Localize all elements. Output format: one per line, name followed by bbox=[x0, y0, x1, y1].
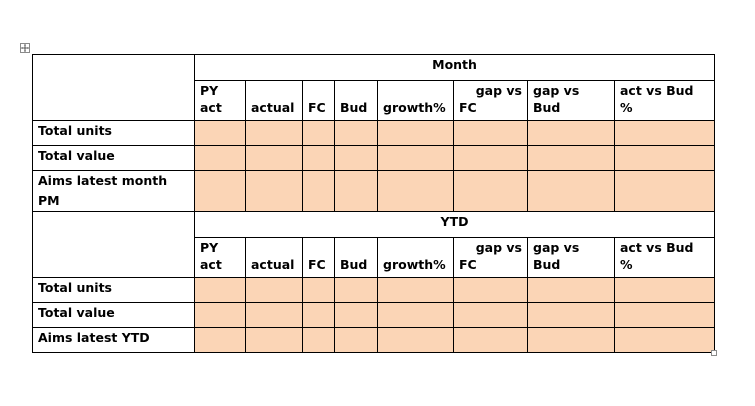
ytd-col-header-fc: FC bbox=[302, 237, 335, 278]
table-cell[interactable] bbox=[377, 302, 454, 328]
table-cell[interactable] bbox=[302, 277, 335, 303]
table-cell[interactable] bbox=[334, 120, 378, 146]
table-cell[interactable] bbox=[194, 120, 246, 146]
table-cell[interactable] bbox=[453, 170, 528, 212]
table-cell[interactable] bbox=[194, 145, 246, 171]
table-cell[interactable] bbox=[613, 120, 716, 146]
table-cell[interactable] bbox=[302, 170, 335, 212]
table-cell[interactable] bbox=[334, 327, 378, 353]
table-cell[interactable] bbox=[245, 170, 303, 212]
table-cell[interactable] bbox=[334, 170, 378, 212]
ytd-col-header-bud: Bud bbox=[334, 237, 378, 278]
month-col-header-gap-vs-fc: gap vs FC bbox=[453, 80, 528, 121]
month-col-header-growth: growth% bbox=[377, 80, 454, 121]
month-col-header-gap-vs-bud: gap vs Bud bbox=[527, 80, 615, 121]
table-cell[interactable] bbox=[613, 170, 716, 212]
table-cell[interactable] bbox=[302, 327, 335, 353]
ytd-row-label: Total value bbox=[32, 302, 195, 328]
month-col-header-actual: actual bbox=[245, 80, 303, 121]
table-cell[interactable] bbox=[527, 302, 615, 328]
table-cell[interactable] bbox=[453, 302, 528, 328]
table-cell[interactable] bbox=[453, 327, 528, 353]
table-cell[interactable] bbox=[453, 145, 528, 171]
ytd-row-label: Total units bbox=[32, 277, 195, 303]
table-cell[interactable] bbox=[527, 170, 615, 212]
table-resize-handle-icon[interactable] bbox=[711, 350, 717, 356]
month-corner-cell bbox=[32, 54, 195, 121]
table-cell[interactable] bbox=[302, 302, 335, 328]
ytd-col-header-py-act: PY act bbox=[194, 237, 246, 278]
table-cell[interactable] bbox=[613, 277, 716, 303]
month-section-title: Month bbox=[193, 54, 716, 81]
table-cell[interactable] bbox=[377, 145, 454, 171]
table-cell[interactable] bbox=[377, 170, 454, 212]
ytd-col-header-gap-vs-bud: gap vs Bud bbox=[527, 237, 615, 278]
table-cell[interactable] bbox=[334, 145, 378, 171]
month-col-header-fc: FC bbox=[302, 80, 335, 121]
table-cell[interactable] bbox=[377, 120, 454, 146]
table-cell[interactable] bbox=[613, 327, 716, 353]
table-cell[interactable] bbox=[302, 120, 335, 146]
ytd-col-header-gap-vs-fc: gap vs FC bbox=[453, 237, 528, 278]
month-row-label: Aims latest month PM bbox=[32, 170, 195, 212]
table-cell[interactable] bbox=[527, 277, 615, 303]
table-cell[interactable] bbox=[453, 277, 528, 303]
ytd-section-title: YTD bbox=[193, 211, 716, 238]
table-cell[interactable] bbox=[527, 120, 615, 146]
table-cell[interactable] bbox=[245, 120, 303, 146]
table-cell[interactable] bbox=[377, 277, 454, 303]
ytd-corner-cell bbox=[32, 211, 195, 278]
ytd-col-header-act-vs-bud: act vs Bud% bbox=[613, 237, 716, 278]
table-cell[interactable] bbox=[245, 327, 303, 353]
table-cell[interactable] bbox=[245, 145, 303, 171]
table-cell[interactable] bbox=[613, 302, 716, 328]
month-col-header-bud: Bud bbox=[334, 80, 378, 121]
table-cell[interactable] bbox=[527, 327, 615, 353]
table-cell[interactable] bbox=[194, 277, 246, 303]
table-move-handle-icon[interactable] bbox=[20, 43, 30, 53]
table-cell[interactable] bbox=[245, 277, 303, 303]
table-cell[interactable] bbox=[194, 302, 246, 328]
table-cell[interactable] bbox=[377, 327, 454, 353]
month-row-label: Total units bbox=[32, 120, 195, 146]
table-cell[interactable] bbox=[613, 145, 716, 171]
month-col-header-py-act: PY act bbox=[194, 80, 246, 121]
ytd-col-header-growth: growth% bbox=[377, 237, 454, 278]
table-cell[interactable] bbox=[194, 327, 246, 353]
month-col-header-act-vs-bud: act vs Bud% bbox=[613, 80, 716, 121]
table-cell[interactable] bbox=[245, 302, 303, 328]
ytd-row-label: Aims latest YTD bbox=[32, 327, 195, 353]
month-row-label: Total value bbox=[32, 145, 195, 171]
table-cell[interactable] bbox=[302, 145, 335, 171]
table-cell[interactable] bbox=[527, 145, 615, 171]
table-cell[interactable] bbox=[194, 170, 246, 212]
table-cell[interactable] bbox=[453, 120, 528, 146]
table-cell[interactable] bbox=[334, 302, 378, 328]
ytd-col-header-actual: actual bbox=[245, 237, 303, 278]
report-table: Month PY act actual FC Bud growth% gap vs… bbox=[32, 54, 716, 353]
table-cell[interactable] bbox=[334, 277, 378, 303]
